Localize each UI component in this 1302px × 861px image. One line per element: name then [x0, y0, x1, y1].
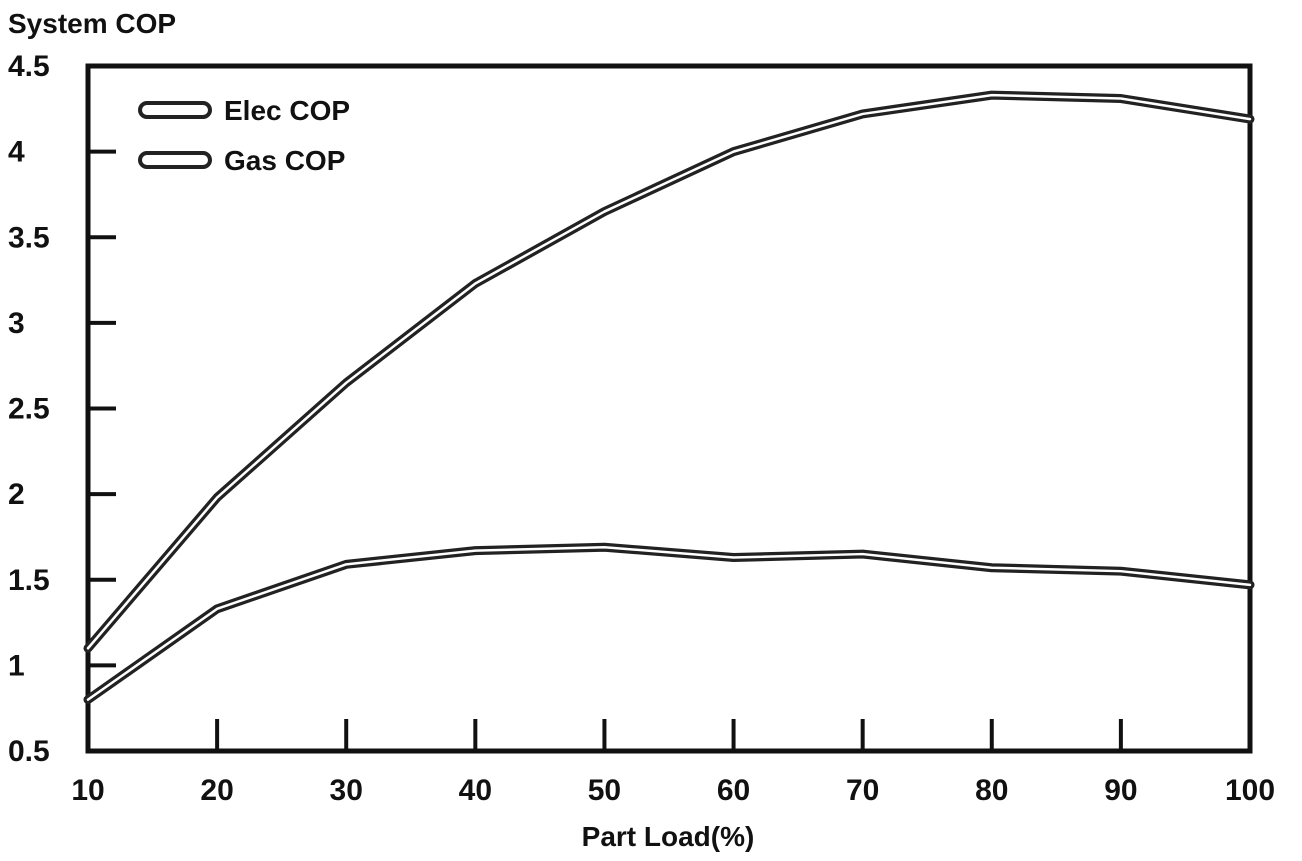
legend: Elec COP Gas COP	[138, 95, 350, 176]
y-tick-label: 3.5	[8, 221, 50, 254]
y-tick-label: 3	[8, 307, 25, 340]
series-layer	[83, 90, 1255, 705]
y-tick-label: 2.5	[8, 393, 50, 426]
legend-label: Gas COP	[224, 145, 345, 176]
y-tick-label: 1.5	[8, 564, 50, 597]
series-gas-cop	[83, 542, 1255, 705]
x-tick-label: 50	[588, 774, 621, 807]
y-axis-title: System COP	[8, 8, 176, 39]
legend-item: Gas COP	[138, 145, 345, 176]
x-tick-label: 80	[975, 774, 1008, 807]
x-tick-label: 90	[1104, 774, 1137, 807]
series-line-inner	[86, 93, 1252, 650]
legend-swatch	[138, 101, 212, 119]
x-tick-label: 100	[1225, 774, 1275, 807]
x-tick-label: 30	[330, 774, 363, 807]
y-tick-label: 0.5	[8, 735, 50, 768]
legend-label: Elec COP	[224, 95, 350, 126]
y-tick-label: 2	[8, 478, 25, 511]
legend-swatch	[138, 151, 212, 169]
series-line-inner	[86, 545, 1252, 701]
x-axis-title: Part Load(%)	[582, 821, 755, 852]
y-axis: 0.5 1 1.5 2 2.5 3 3.5 4 4.5	[8, 50, 116, 768]
y-tick-label: 4	[8, 136, 25, 169]
y-tick-label: 1	[8, 649, 25, 682]
series-line-outer	[83, 90, 1255, 653]
x-axis: 10 20 30 40 50 60 70 80 90 100	[71, 719, 1275, 807]
y-tick-label: 4.5	[8, 50, 50, 83]
x-tick-label: 60	[717, 774, 750, 807]
x-tick-label: 70	[846, 774, 879, 807]
x-tick-label: 20	[200, 774, 233, 807]
legend-item: Elec COP	[138, 95, 350, 126]
series-elec-cop	[83, 90, 1255, 653]
x-tick-label: 10	[71, 774, 104, 807]
x-tick-label: 40	[459, 774, 492, 807]
